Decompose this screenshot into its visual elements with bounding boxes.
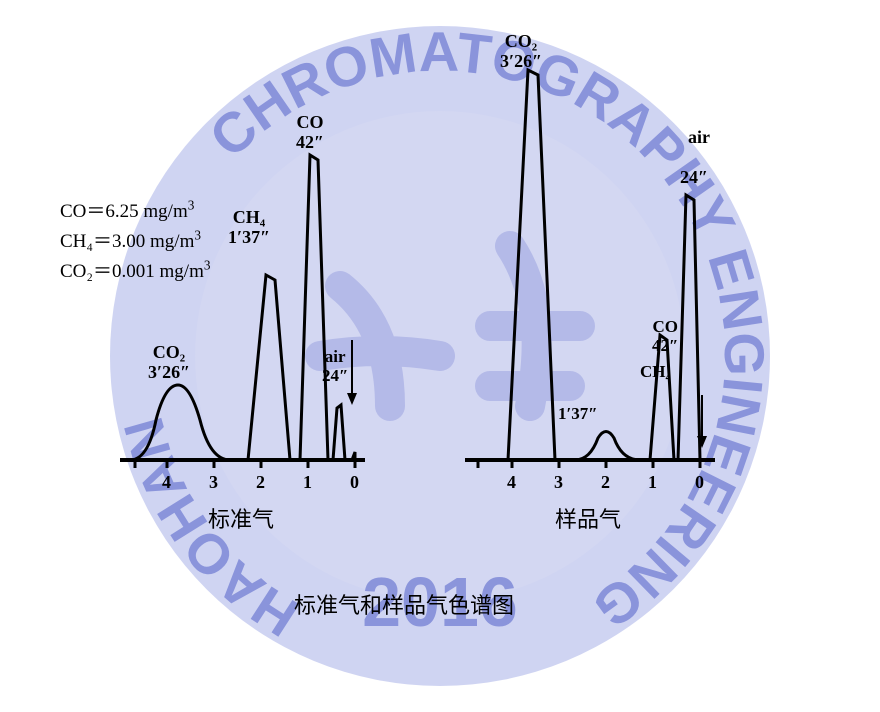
r-air-rt: 24″ [680, 168, 708, 188]
r-co2-label: CO₂3′26″ [500, 32, 542, 72]
r-co-label: CO42″ [652, 318, 678, 355]
r-tick-0: 0 [695, 472, 704, 493]
r-air-label: air [688, 128, 710, 148]
r-ch4-label: CH₄ [640, 363, 671, 382]
r-ch4-rt: 1′37″ [558, 405, 598, 424]
right-title: 样品气 [555, 502, 621, 534]
r-tick-2: 2 [601, 472, 610, 493]
figure-caption: 标准气和样品气色谱图 [294, 588, 514, 620]
r-tick-4: 4 [507, 472, 516, 493]
figure-content: CO＝6.25 mg/m3 CH₄＝3.00 mg/m3 CO₂＝0.001 m… [0, 0, 880, 712]
r-tick-3: 3 [554, 472, 563, 493]
r-tick-1: 1 [648, 472, 657, 493]
